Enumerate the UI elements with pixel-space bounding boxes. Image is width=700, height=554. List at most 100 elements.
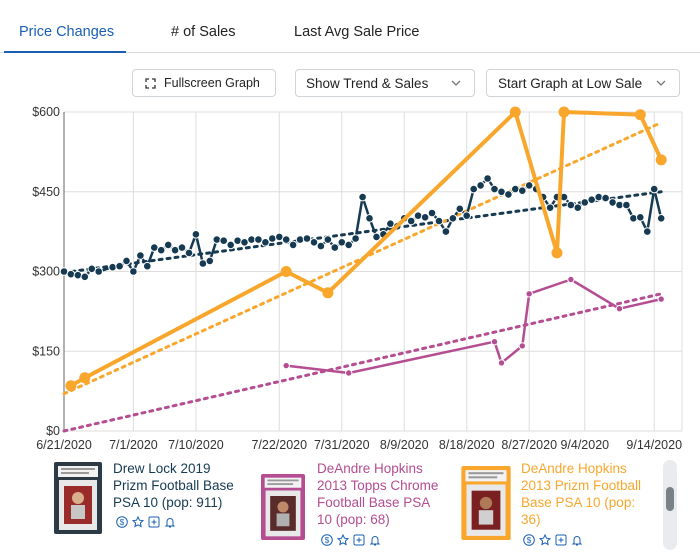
data-point	[601, 193, 610, 203]
legend-card-drew-lock[interactable]: Drew Lock 2019 Prizm Football Base PSA 1…	[54, 460, 254, 554]
y-tick-label: $300	[32, 265, 60, 279]
scrollbar-thumb[interactable]	[666, 487, 674, 511]
card-title[interactable]: Drew Lock 2019 Prizm Football Base PSA 1…	[113, 461, 234, 510]
data-point	[524, 181, 534, 190]
data-point	[462, 211, 472, 220]
data-point	[288, 240, 298, 250]
tab-price-changes[interactable]: Price Changes	[19, 24, 115, 40]
data-point	[587, 195, 597, 204]
data-point	[351, 234, 360, 243]
fullscreen-graph-button[interactable]: Fullscreen Graph	[132, 69, 276, 97]
data-point	[358, 192, 367, 202]
data-point	[295, 235, 305, 244]
star-icon[interactable]	[132, 516, 144, 528]
dollar-icon[interactable]: $	[116, 516, 128, 528]
data-point	[136, 251, 145, 260]
data-point	[594, 192, 604, 202]
star-icon[interactable]	[337, 534, 349, 546]
x-tick-label: 7/22/2020	[251, 438, 307, 452]
data-point	[490, 184, 499, 194]
chevron-down-icon	[450, 77, 462, 89]
data-point	[205, 256, 215, 266]
data-point	[657, 295, 665, 303]
star-icon[interactable]	[539, 534, 551, 546]
tab-number-of-sales[interactable]: # of Sales	[171, 24, 236, 40]
data-point	[129, 267, 138, 276]
card-title[interactable]: DeAndre Hopkins 2013 Topps Chrome Footba…	[317, 461, 439, 527]
x-tick-label: 8/27/2020	[501, 438, 557, 452]
x-tick-label: 7/1/2020	[109, 438, 158, 452]
dollar-icon[interactable]: $	[321, 534, 333, 546]
card-title[interactable]: DeAndre Hopkins 2013 Prizm Football Base…	[521, 461, 642, 527]
x-tick-label: 8/9/2020	[380, 438, 429, 452]
show-trend-sales-select[interactable]: Show Trend & Sales	[295, 69, 475, 97]
card-actions: $	[523, 534, 583, 546]
data-point	[184, 248, 194, 258]
fullscreen-icon	[145, 77, 164, 89]
data-point	[649, 184, 659, 194]
data-point	[636, 213, 645, 222]
plus-square-icon[interactable]	[353, 534, 365, 546]
tab-bar: Price Changes # of Sales Last Avg Sale P…	[0, 0, 700, 53]
data-point	[483, 174, 492, 183]
y-tick-label: $450	[32, 185, 60, 199]
data-point	[65, 380, 77, 392]
x-tick-label: 6/21/2020	[36, 438, 92, 452]
data-point	[511, 184, 520, 194]
data-point	[219, 236, 228, 245]
show-trend-sales-label: Show Trend & Sales	[306, 75, 429, 91]
x-tick-label: 7/10/2020	[168, 438, 224, 452]
data-point	[316, 241, 326, 251]
data-point	[226, 240, 235, 250]
data-point	[406, 216, 416, 226]
x-tick-label: 9/4/2020	[560, 438, 609, 452]
plus-square-icon[interactable]	[555, 534, 567, 546]
card-thumbnail[interactable]	[259, 474, 307, 540]
series-line-1	[284, 278, 663, 375]
bell-icon[interactable]	[164, 516, 176, 528]
card-thumbnail[interactable]	[461, 466, 511, 540]
data-point	[518, 186, 527, 195]
legend-card-hopkins-topps-chrome[interactable]: DeAndre Hopkins 2013 Topps Chrome Footba…	[259, 460, 459, 554]
card-thumbnail[interactable]	[54, 462, 102, 534]
data-point	[518, 342, 526, 350]
y-tick-label: $0	[46, 424, 60, 438]
data-point	[567, 275, 575, 284]
data-point	[212, 235, 222, 244]
legend-scrollbar[interactable]	[663, 460, 677, 550]
legend-card-hopkins-prizm[interactable]: DeAndre Hopkins 2013 Prizm Football Base…	[461, 460, 661, 554]
data-point	[191, 230, 201, 239]
data-point	[73, 270, 83, 280]
data-point	[309, 238, 319, 247]
price-changes-chart[interactable]: $0 $150 $300 $450 $600 6/21/2020 7/1/2020 7/10/…	[0, 100, 700, 456]
data-point	[233, 236, 242, 245]
data-point	[79, 372, 91, 384]
data-point	[441, 227, 451, 236]
svg-text:$: $	[325, 536, 330, 545]
data-point	[322, 287, 334, 299]
data-point	[254, 235, 263, 244]
bell-icon[interactable]	[571, 534, 583, 546]
x-tick-label: 8/18/2020	[439, 438, 495, 452]
plus-square-icon[interactable]	[148, 516, 160, 528]
data-point	[261, 238, 270, 247]
data-point	[330, 243, 340, 252]
data-point	[280, 266, 292, 277]
tab-last-avg-sale-price[interactable]: Last Avg Sale Price	[294, 24, 420, 40]
data-point	[302, 234, 312, 243]
data-point	[281, 235, 291, 244]
data-point	[240, 238, 249, 247]
start-graph-label: Start Graph at Low Sale	[498, 75, 643, 91]
data-point	[156, 245, 166, 255]
svg-text:$: $	[120, 518, 125, 527]
data-point	[643, 227, 652, 236]
data-point	[490, 338, 499, 346]
bell-icon[interactable]	[369, 534, 381, 546]
dollar-icon[interactable]: $	[523, 534, 535, 546]
data-point	[497, 359, 506, 367]
start-graph-select[interactable]: Start Graph at Low Sale	[486, 69, 680, 97]
data-point	[509, 106, 521, 118]
data-point	[108, 262, 117, 272]
data-point	[344, 240, 354, 250]
data-point	[323, 235, 333, 244]
